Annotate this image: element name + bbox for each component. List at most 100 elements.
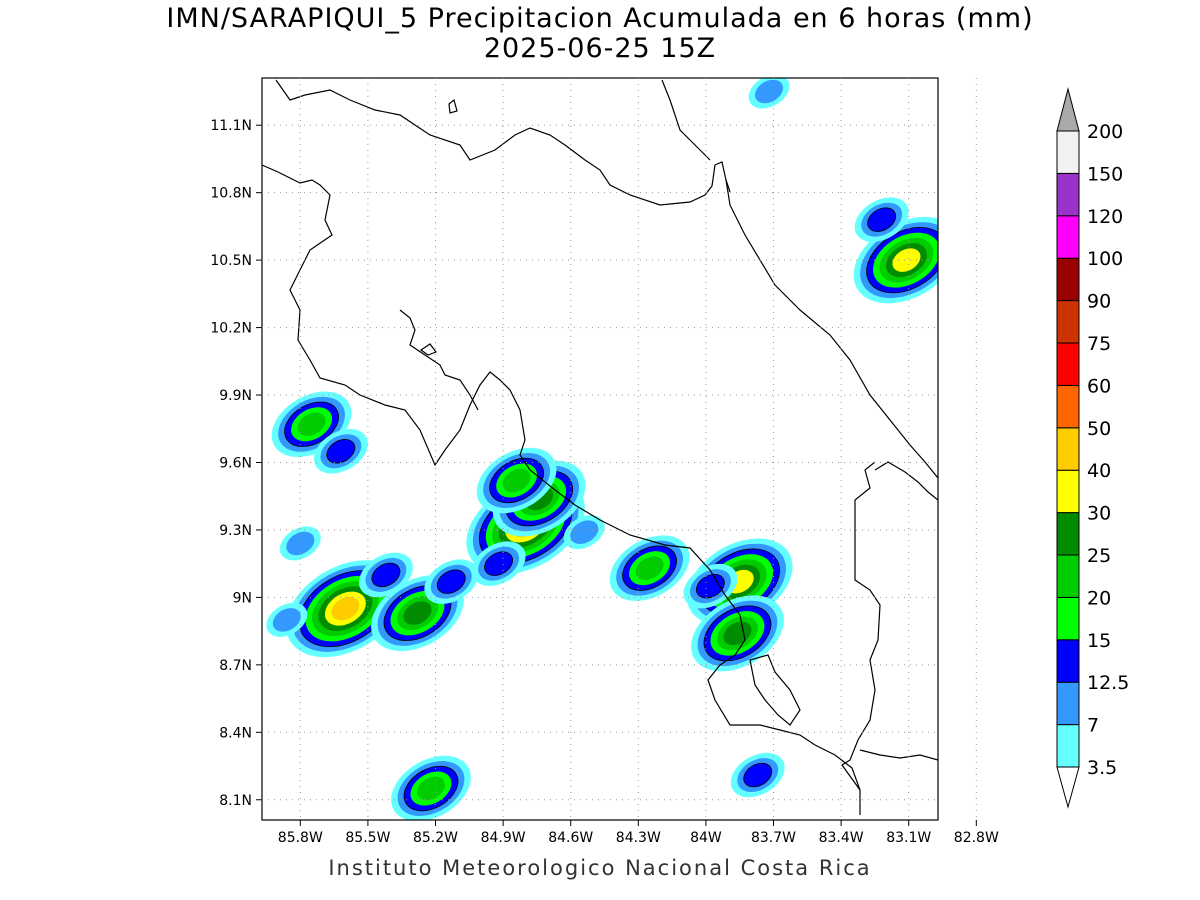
colorbar-swatch <box>1056 681 1080 726</box>
rain-contour-12_5 <box>371 562 401 588</box>
rain-cell <box>358 552 413 598</box>
colorbar-swatch <box>1056 596 1080 641</box>
lat-tick-label: 9.3N <box>219 523 252 539</box>
colorbar-label: 150 <box>1087 163 1123 185</box>
rain-cell <box>853 216 938 304</box>
colorbar-label: 25 <box>1087 545 1111 567</box>
lat-tick-label: 8.4N <box>219 725 252 741</box>
lat-tick-label: 10.2N <box>210 321 252 337</box>
rain-cell <box>279 526 321 561</box>
colorbar-label: 200 <box>1087 121 1123 143</box>
lon-tick-label: 82.8W <box>954 830 999 846</box>
lon-tick-label: 83.4W <box>819 830 864 846</box>
rain-cell <box>691 595 784 672</box>
rain-cell <box>313 428 368 474</box>
colorbar-swatch <box>1056 172 1080 217</box>
rain-contour-25 <box>403 601 432 625</box>
rain-contour-30 <box>892 248 921 272</box>
rain-cell <box>748 78 790 109</box>
map-title: IMN/SARAPIQUI_5 Precipitacion Acumulada … <box>166 3 1034 34</box>
rain-contour-12_5 <box>326 439 356 464</box>
rain-contour-20 <box>502 468 531 493</box>
colorbar-swatch <box>1056 724 1080 768</box>
colorbar-swatch <box>1056 257 1080 302</box>
colorbar-swatch <box>1056 300 1080 344</box>
rain-contour-7 <box>754 79 784 104</box>
colorbar-label: 90 <box>1087 291 1111 313</box>
rain-contour-20 <box>297 412 326 437</box>
rain-cell <box>391 755 471 820</box>
rain-contour-12_5 <box>436 569 466 594</box>
island-north <box>448 98 458 114</box>
rain-cell <box>854 197 909 242</box>
rain-contour-12_5 <box>867 207 897 232</box>
colorbar-label: 50 <box>1087 418 1111 440</box>
rain-cell <box>730 752 785 798</box>
lon-tick-label: 84.3W <box>616 830 661 846</box>
rain-contour-12_5 <box>696 573 725 599</box>
rain-contour-7 <box>286 531 315 556</box>
border-panama <box>841 461 938 791</box>
border-panama-south <box>859 749 938 761</box>
colorbar-swatch <box>1056 512 1080 556</box>
colorbar-swatch <box>1056 639 1080 683</box>
colorbar-label: 120 <box>1087 206 1123 228</box>
rain-contour-12_5 <box>484 551 514 576</box>
colorbar-label: 75 <box>1087 333 1111 355</box>
colorbar-label: 60 <box>1087 375 1111 397</box>
colorbar-label: 15 <box>1087 630 1111 652</box>
lat-tick-label: 9.9N <box>219 388 252 404</box>
lat-tick-label: 9.6N <box>219 455 252 471</box>
coastline-osa <box>749 654 801 726</box>
map-frame <box>261 77 939 821</box>
rain-cell <box>609 535 690 601</box>
colorbar-swatch <box>1056 215 1080 259</box>
colorbar-swatch <box>1056 130 1080 174</box>
rain-contour-12_5 <box>743 762 773 788</box>
island-chira <box>419 343 437 356</box>
colorbar-label: 100 <box>1087 248 1123 270</box>
rain-contour-7 <box>272 608 301 632</box>
colorbar-label: 7 <box>1087 715 1099 737</box>
colorbar-label: 3.5 <box>1087 757 1117 779</box>
lon-tick-label: 84.6W <box>548 830 593 846</box>
colorbar-swatch <box>1056 554 1080 598</box>
lat-tick-label: 10.5N <box>210 253 252 269</box>
coastline-nicoya-gulf <box>399 309 479 411</box>
colorbar-overflow-triangle <box>1056 87 1080 132</box>
rain-contour-20 <box>635 556 664 580</box>
rain-contour-20 <box>416 776 446 801</box>
map-subtitle-datetime: 2025-06-25 15Z <box>483 33 717 64</box>
rain-cell <box>424 559 479 604</box>
rain-cell <box>471 541 526 586</box>
rain-cell <box>563 515 605 550</box>
lon-tick-label: 85.2W <box>413 830 458 846</box>
colorbar-swatch <box>1056 342 1080 386</box>
lon-tick-label: 85.5W <box>345 830 390 846</box>
lon-tick-label: 83.1W <box>886 830 931 846</box>
colorbar-underflow-triangle <box>1056 766 1080 809</box>
lat-tick-label: 10.8N <box>210 186 252 202</box>
colorbar-swatch <box>1056 427 1080 471</box>
lon-tick-label: 84W <box>690 830 722 846</box>
rain-cell <box>476 447 557 514</box>
rain-contour-7 <box>570 520 599 544</box>
coastline-nicaragua-north <box>275 79 731 206</box>
rain-layer <box>266 78 938 820</box>
lat-tick-label: 8.1N <box>219 793 252 809</box>
lat-tick-label: 8.7N <box>219 658 252 674</box>
latitude-labels: 11.1N 10.8N 10.5N 10.2N 9.9N 9.6N 9.3N 9N 8.7N 8.… <box>210 118 252 809</box>
grid-layer <box>256 78 977 826</box>
rain-cell <box>683 563 738 609</box>
colorbar-swatch <box>1056 384 1080 429</box>
colorbar-label: 12.5 <box>1087 672 1129 694</box>
lon-tick-label: 83.7W <box>751 830 796 846</box>
colorbar-label: 30 <box>1087 503 1111 525</box>
footer-credit: Instituto Meteorologico Nacional Costa R… <box>328 856 872 880</box>
rain-contour-40 <box>331 596 360 621</box>
lat-tick-label: 11.1N <box>210 118 252 134</box>
rain-cell <box>266 602 308 637</box>
lat-tick-label: 9N <box>233 590 252 606</box>
colorbar-label: 20 <box>1087 587 1111 609</box>
